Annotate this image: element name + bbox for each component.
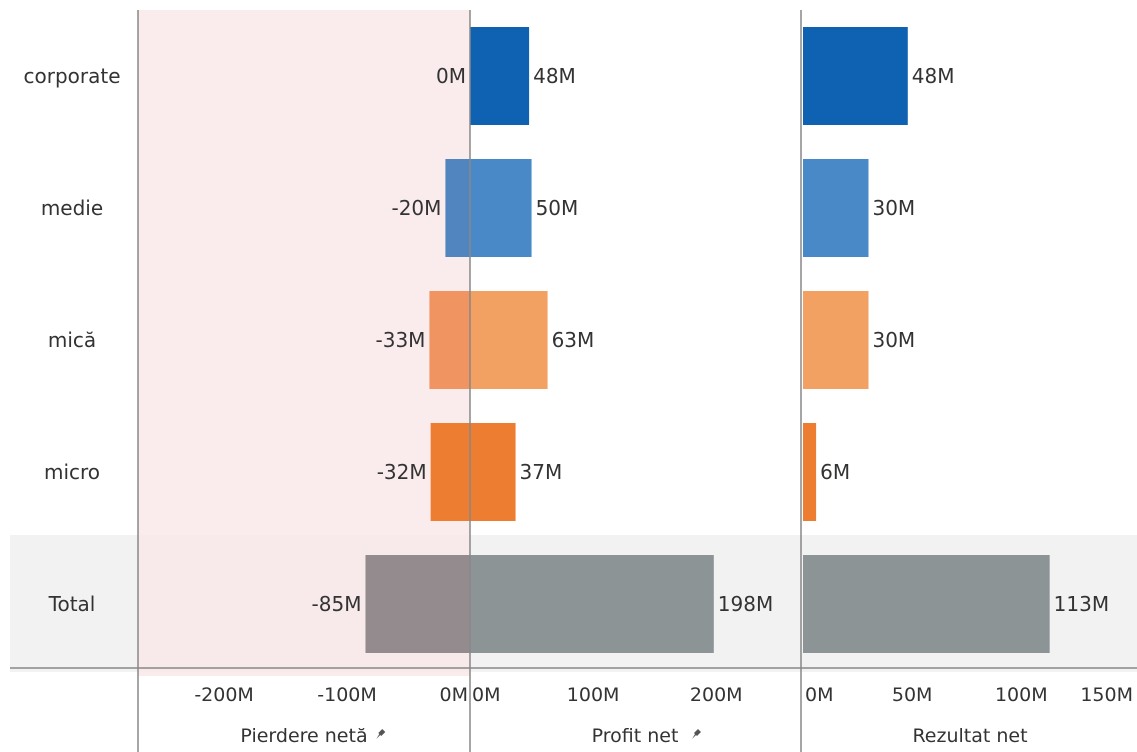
axis-title: Rezultat net (912, 725, 1027, 747)
tick-label: 0M (472, 684, 500, 706)
tick-label: 100M (995, 684, 1048, 706)
data-label: 6M (820, 460, 850, 484)
bar-profit-net-corporate (470, 27, 530, 125)
axis-layer (10, 10, 1137, 752)
tick-label: 0M (805, 684, 833, 706)
data-label: 30M (872, 328, 915, 352)
bar-pierdere-neta-medie (445, 159, 470, 257)
data-label: 48M (533, 64, 576, 88)
bar-pierdere-neta-mica (429, 291, 470, 389)
tick-label: 50M (892, 684, 933, 706)
bar-profit-net-mica (470, 291, 548, 389)
bar-profit-net-total (470, 555, 714, 653)
bar-profit-net-micro (470, 423, 516, 521)
data-label: -85M (312, 592, 362, 616)
bar-pierdere-neta-total (365, 555, 470, 653)
category-label: Total (48, 592, 96, 616)
axis-title: Pierdere netă (240, 725, 367, 747)
data-label: 113M (1054, 592, 1109, 616)
category-label: medie (41, 196, 103, 220)
tick-label: 0M (440, 684, 468, 706)
data-label: 0M (436, 64, 466, 88)
data-label: 37M (520, 460, 563, 484)
data-label: 48M (912, 64, 955, 88)
pin-icon (692, 729, 701, 739)
bar-pierdere-neta-micro (430, 423, 470, 521)
pin-icon (376, 729, 386, 739)
bar-profit-net-medie (470, 159, 532, 257)
category-label: mică (48, 328, 96, 352)
bar-rezultat-net-medie (803, 159, 869, 257)
data-label: 198M (718, 592, 773, 616)
bar-rezultat-net-corporate (803, 27, 908, 125)
tick-label: 150M (1080, 684, 1133, 706)
bar-layer (365, 27, 1050, 653)
tick-label: 200M (690, 684, 743, 706)
category-label: corporate (23, 64, 120, 88)
bar-rezultat-net-micro (803, 423, 817, 521)
data-label: 50M (536, 196, 579, 220)
tick-label: -100M (317, 684, 377, 706)
label-layer: 0M -20M -33M -32M -85M 48M 50M 63M 37M 198M 48M 30M… (23, 64, 1133, 747)
bar-rezultat-net-total (803, 555, 1050, 653)
category-label: micro (44, 460, 100, 484)
data-label: -20M (391, 196, 441, 220)
tick-label: -200M (194, 684, 254, 706)
data-label: -33M (376, 328, 426, 352)
data-label: -32M (377, 460, 427, 484)
bar-rezultat-net-mica (803, 291, 869, 389)
axis-title: Profit net (592, 725, 679, 747)
data-label: 63M (552, 328, 595, 352)
tick-label: 100M (567, 684, 620, 706)
data-label: 30M (872, 196, 915, 220)
